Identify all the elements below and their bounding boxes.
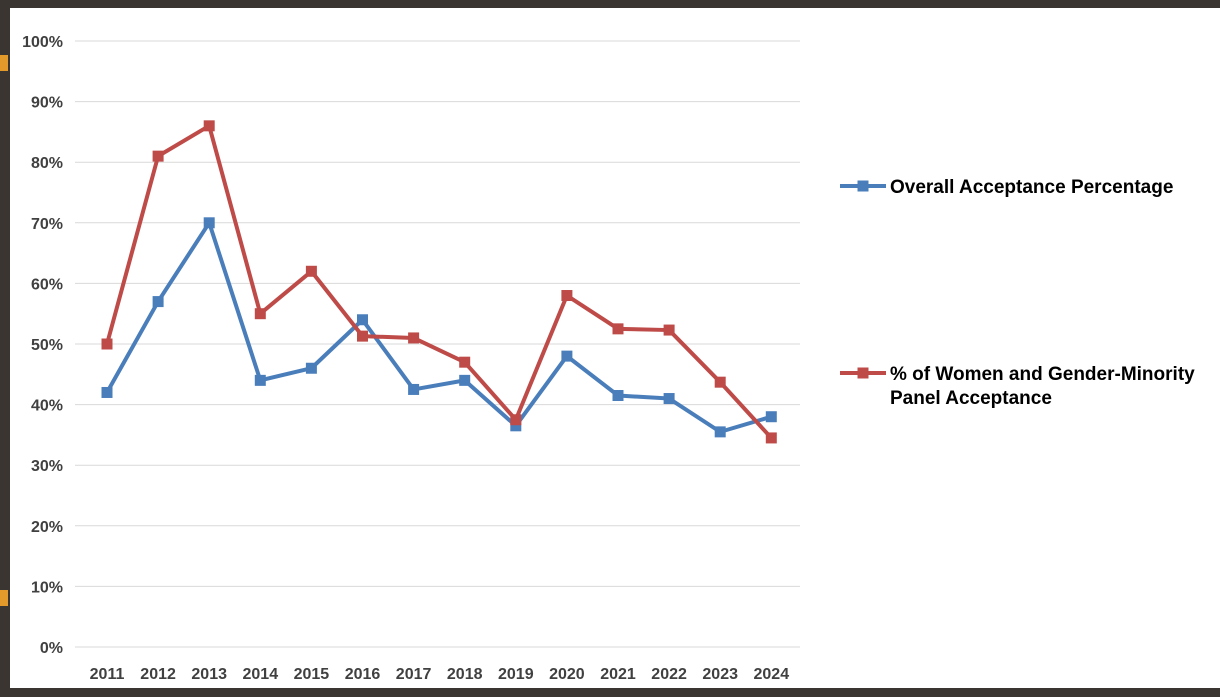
data-point-marker (152, 150, 164, 162)
series-1 (101, 217, 777, 438)
data-point-marker (305, 362, 317, 374)
x-tick-label: 2019 (498, 666, 534, 683)
accent-mark-bottom (0, 590, 8, 606)
x-tick-label: 2023 (702, 666, 738, 683)
line-chart: 0%10%20%30%40%50%60%70%80%90%100% 2011 20… (22, 34, 1195, 683)
y-tick-label: 40% (31, 398, 63, 415)
data-point-marker (459, 374, 471, 386)
legend-marker-swatch (857, 180, 869, 192)
series-line (105, 123, 773, 440)
legend-item: % of Women and Gender-Minority Panel Acce… (840, 364, 1195, 409)
legend-marker-swatch (857, 367, 869, 379)
x-tick-label: 2020 (549, 666, 585, 683)
y-tick-label: 0% (40, 640, 63, 657)
data-point-marker (765, 432, 777, 444)
x-tick-label: 2021 (600, 666, 636, 683)
y-tick-label: 50% (31, 337, 63, 354)
data-point-marker (561, 350, 573, 362)
y-tick-label: 70% (31, 216, 63, 233)
x-tick-label: 2015 (294, 666, 330, 683)
y-tick-label: 30% (31, 458, 63, 475)
data-point-marker (612, 323, 624, 335)
series-line (105, 220, 772, 434)
data-point-marker (357, 314, 368, 326)
x-tick-label: 2014 (243, 666, 279, 683)
data-point-marker (408, 332, 420, 344)
legend-label: Panel Acceptance (890, 388, 1052, 409)
y-tick-label: 80% (31, 155, 63, 172)
data-point-marker (663, 393, 675, 405)
y-tick-label: 90% (31, 95, 63, 112)
data-point-marker (305, 265, 317, 277)
y-tick-label: 100% (22, 34, 63, 51)
x-tick-label: 2016 (345, 666, 381, 683)
data-point-marker (510, 420, 522, 432)
accent-mark-top (0, 55, 8, 71)
data-point-marker (357, 330, 368, 342)
x-tick-label: 2012 (140, 666, 176, 683)
data-point-marker (714, 376, 726, 388)
y-tick-label: 10% (31, 579, 63, 596)
data-point-marker (254, 374, 266, 386)
legend-label: % of Women and Gender-Minority (890, 364, 1195, 385)
data-point-marker (101, 338, 113, 350)
x-tick-label: 2013 (191, 666, 227, 683)
data-point-marker (612, 390, 624, 402)
x-tick-label: 2017 (396, 666, 432, 683)
data-point-marker (663, 324, 675, 336)
x-tick-label: 2011 (90, 666, 125, 683)
data-point-marker (101, 386, 113, 398)
series-2 (101, 120, 777, 444)
x-tick-label: 2024 (754, 666, 790, 683)
data-point-marker (510, 414, 522, 426)
gridlines (75, 40, 800, 648)
y-axis-ticks: 0% 10% 20% 30% 40% 50% 60% 70% 80% 90% 100% (22, 34, 63, 657)
y-tick-label: 60% (31, 276, 63, 293)
legend-item: Overall Acceptance Percentage (840, 177, 1173, 198)
legend: Overall Acceptance Percentage % of Women … (840, 177, 1195, 409)
data-point-marker (203, 120, 215, 132)
data-point-marker (152, 296, 164, 308)
y-tick-label: 20% (31, 519, 63, 536)
data-point-marker (408, 383, 420, 395)
x-tick-label: 2022 (651, 666, 687, 683)
data-point-marker (765, 411, 777, 423)
data-point-marker (561, 290, 573, 302)
x-tick-label: 2018 (447, 666, 483, 683)
data-point-marker (254, 308, 266, 320)
legend-label: Overall Acceptance Percentage (890, 177, 1173, 198)
data-point-marker (203, 217, 215, 229)
data-point-marker (714, 426, 726, 438)
chart-slide: 0% 10% 20% 30% 40% 50% 60% 70% 80% 90% 100% 2011 20… (10, 8, 1220, 688)
series-group (101, 120, 777, 444)
x-axis-ticks: 2011 2012 2013 2014 2015 2016 2017 2018 2019 2020… (90, 666, 790, 683)
data-point-marker (459, 356, 471, 368)
